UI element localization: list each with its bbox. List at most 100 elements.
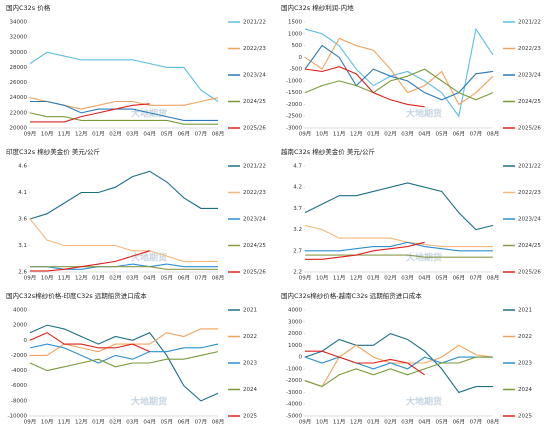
- series-line: [30, 103, 150, 123]
- series-line: [30, 328, 218, 356]
- y-tick-label: -1000: [286, 366, 302, 372]
- y-tick-label: 4.7: [293, 164, 302, 170]
- x-tick-label: 12月: [75, 419, 88, 426]
- x-tick-label: 08月: [487, 419, 500, 426]
- y-tick-label: 2.6: [18, 270, 27, 276]
- y-tick-label: 1000: [288, 343, 302, 349]
- x-tick-label: 06月: [178, 419, 191, 426]
- series-line: [30, 263, 218, 270]
- legend-label: 2024/25: [518, 99, 541, 105]
- series-line: [304, 224, 493, 248]
- x-tick-label: 09月: [299, 131, 312, 138]
- x-tick-label: 11月: [58, 131, 71, 138]
- legend-label: 2024/25: [243, 99, 266, 105]
- series-line: [304, 44, 494, 101]
- x-tick-label: 03月: [126, 419, 139, 426]
- x-tick-label: 08月: [212, 275, 225, 282]
- y-tick-label: 2.2: [293, 270, 302, 276]
- series-line: [30, 100, 218, 121]
- y-tick-label: -4000: [11, 368, 27, 374]
- x-tick-label: 04月: [143, 275, 156, 282]
- x-tick-label: 08月: [487, 131, 500, 138]
- legend-label: 2021/22: [518, 20, 541, 26]
- y-tick-label: 3.6: [18, 217, 27, 223]
- x-tick-label: 04月: [418, 275, 431, 282]
- series-line: [304, 332, 493, 394]
- y-tick-label: -3000: [286, 126, 302, 132]
- series-line: [304, 356, 493, 388]
- series-line: [305, 241, 425, 260]
- x-tick-label: 02月: [109, 275, 122, 282]
- legend-label: 2021/22: [243, 20, 266, 26]
- x-tick-label: 01月: [92, 419, 105, 426]
- y-tick-label: 3.2: [293, 227, 302, 233]
- legend-label: 2023: [243, 361, 257, 367]
- legend-label: 2025/26: [518, 126, 541, 132]
- legend-label: 2021/22: [518, 164, 541, 170]
- legend-label: 2022: [243, 334, 257, 340]
- x-tick-label: 04月: [143, 131, 156, 138]
- x-tick-label: 08月: [487, 275, 500, 282]
- series-line: [304, 68, 494, 101]
- watermark: 大地期货: [406, 108, 442, 120]
- x-tick-label: 05月: [160, 419, 173, 426]
- y-tick-label: 4.1: [18, 190, 27, 196]
- x-tick-label: 12月: [350, 419, 363, 426]
- x-tick-label: 09月: [24, 419, 37, 426]
- x-tick-label: 02月: [109, 419, 122, 426]
- x-tick-label: 06月: [178, 275, 191, 282]
- x-tick-label: 06月: [453, 419, 466, 426]
- series-line: [304, 37, 494, 106]
- x-tick-label: 07月: [195, 419, 208, 426]
- legend-label: 2022/23: [243, 46, 266, 52]
- x-tick-label: 04月: [418, 131, 431, 138]
- x-tick-label: 03月: [401, 275, 414, 282]
- legend-label: 2025/26: [243, 270, 266, 276]
- x-tick-label: 05月: [435, 131, 448, 138]
- chart-title: 国内C32s 棉纱利润-内地: [281, 3, 354, 12]
- x-tick-label: 02月: [384, 275, 397, 282]
- y-tick-label: 0: [24, 338, 28, 344]
- series-line: [29, 332, 150, 353]
- legend-label: 2021: [518, 308, 532, 314]
- y-tick-label: -8000: [11, 398, 27, 404]
- y-tick-label: -1500: [286, 90, 302, 96]
- x-tick-label: 03月: [126, 275, 139, 282]
- series-line: [29, 324, 219, 402]
- y-tick-label: 2000: [288, 331, 302, 337]
- series-line: [305, 254, 493, 258]
- legend-label: 2024: [518, 387, 532, 393]
- y-tick-label: 30000: [10, 50, 28, 56]
- x-tick-label: 01月: [92, 275, 105, 282]
- series-line: [304, 344, 494, 388]
- x-tick-label: 02月: [109, 131, 122, 138]
- x-tick-label: 09月: [24, 275, 37, 282]
- y-tick-label: 3.7: [293, 206, 302, 212]
- x-tick-label: 11月: [333, 419, 346, 426]
- x-tick-label: 10月: [41, 275, 54, 282]
- x-tick-label: 03月: [126, 131, 139, 138]
- x-tick-label: 08月: [212, 419, 225, 426]
- x-tick-label: 11月: [58, 275, 71, 282]
- x-tick-label: 11月: [58, 419, 71, 426]
- series-line: [29, 218, 218, 262]
- y-tick-label: -4000: [286, 402, 302, 408]
- y-tick-label: -2000: [286, 378, 302, 384]
- legend-label: 2023/24: [518, 73, 541, 79]
- series-line: [29, 170, 218, 220]
- x-tick-label: 02月: [384, 419, 397, 426]
- series-line: [305, 241, 493, 252]
- series-line: [29, 112, 218, 125]
- y-tick-label: 2000: [13, 323, 27, 329]
- legend-label: 2022/23: [243, 190, 266, 196]
- x-tick-label: 04月: [143, 419, 156, 426]
- y-tick-label: 1500: [288, 20, 302, 26]
- watermark: 大地期货: [131, 108, 167, 120]
- x-tick-label: 07月: [195, 275, 208, 282]
- y-tick-label: -2000: [286, 102, 302, 108]
- x-tick-label: 12月: [350, 275, 363, 282]
- series-line: [304, 182, 494, 231]
- y-tick-label: -10000: [8, 414, 28, 420]
- series-line: [304, 27, 494, 118]
